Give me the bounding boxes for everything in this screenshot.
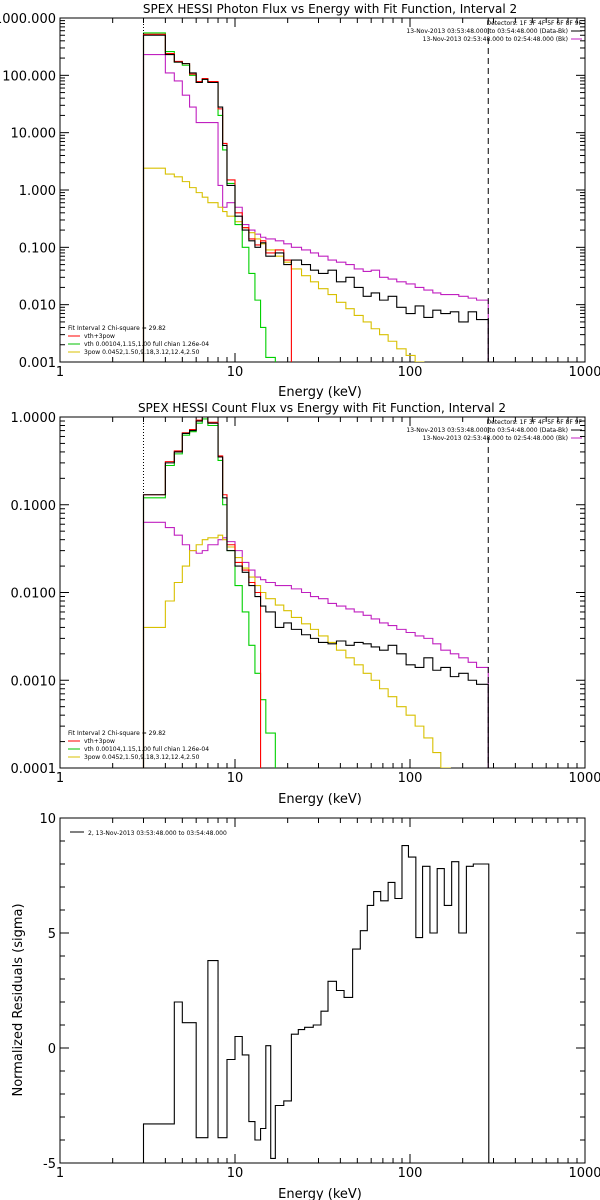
x-tick-label: 10: [227, 365, 244, 380]
y-tick-label: 0.100: [19, 241, 56, 256]
photon-header-legend-1: 13-Nov-2013 03:53:48.000 to 03:54:48.000…: [406, 28, 568, 35]
count-header-legend-1: 13-Nov-2013 03:53:48.000 to 03:54:48.000…: [406, 427, 568, 434]
x-tick-label: 1: [56, 1166, 64, 1181]
y-tick-label: 0.010: [19, 299, 56, 314]
y-tick-label: 10.000: [11, 127, 57, 142]
x-tick-label: 1: [56, 365, 64, 380]
count-header-legend-2: 13-Nov-2013 02:53:48.000 to 02:54:48.000…: [423, 435, 568, 442]
photon-fit-legend-2: vth 0.00104,1.15,1.00 full chian 1.26e-0…: [84, 341, 209, 348]
x-tick-label: 1000: [568, 771, 600, 786]
y-tick-label: 1.000: [19, 184, 56, 199]
count-fit-legend-3: 3pow 0.0452,1.50,9.18,3.12,12.4,2.50: [84, 754, 200, 761]
plot-frame: [59, 17, 586, 363]
series-vth3pow-line: [142, 33, 292, 362]
count-flux-xlabel: Energy (keV): [278, 792, 362, 807]
x-tick-label: 1000: [568, 365, 600, 380]
y-tick-label: 10: [39, 812, 56, 827]
y-tick-label: 1000.000: [0, 12, 56, 27]
count-fit-legend-0: Fit Interval 2 Chi-square = 29.82: [68, 730, 166, 737]
count-fit-legend-2: vth 0.00104,1.15,1.00 full chian 1.26e-0…: [84, 746, 209, 753]
y-tick-label: 0.001: [19, 356, 56, 371]
y-tick-label: 0.0100: [11, 587, 57, 602]
x-tick-label: 100: [398, 1166, 423, 1181]
x-tick-label: 10: [227, 771, 244, 786]
count-flux-title: SPEX HESSI Count Flux vs Energy with Fit…: [138, 401, 506, 415]
residuals-xlabel: Energy (keV): [278, 1187, 362, 1200]
photon-fit-legend-0: Fit Interval 2 Chi-square = 29.82: [68, 325, 166, 332]
series-residuals-line: [142, 845, 490, 1163]
x-tick-label: 1000: [568, 1166, 600, 1181]
residuals-ylabel: Normalized Residuals (sigma): [11, 903, 26, 1096]
residuals-legend-0: 2, 13-Nov-2013 03:53:48.000 to 03:54:48.…: [88, 830, 227, 837]
series-data-line: [142, 417, 489, 768]
series-bk-line: [142, 54, 489, 362]
photon-flux-xlabel: Energy (keV): [278, 385, 362, 400]
series-pow3-line: [142, 534, 451, 768]
photon-fit-legend-3: 3pow 0.0452,1.50,9.18,3.12,12.4,2.50: [84, 349, 200, 356]
x-tick-label: 100: [398, 365, 423, 380]
series-pow3-line: [142, 167, 425, 362]
y-tick-label: 0: [48, 1042, 56, 1057]
y-tick-label: 100.000: [2, 69, 56, 84]
photon-flux-title: SPEX HESSI Photon Flux vs Energy with Fi…: [143, 2, 517, 16]
y-tick-label: 0.1000: [11, 499, 57, 514]
photon-header-legend-2: 13-Nov-2013 02:53:48.000 to 02:54:48.000…: [423, 36, 568, 43]
count-fit-legend-1: vth+3pow: [84, 738, 115, 745]
y-tick-label: -5: [43, 1157, 56, 1172]
x-tick-label: 10: [227, 1166, 244, 1181]
plot-frame: [59, 416, 586, 769]
photon-flux-panel: SPEX HESSI Photon Flux vs Energy with Fi…: [0, 2, 600, 400]
count-header-legend-0: Detectors: 1F 3F 4F 5F 6F 8F 9F: [486, 419, 582, 426]
residuals-panel: Energy (keV) Normalized Residuals (sigma…: [11, 812, 600, 1200]
series-bk-line: [142, 521, 489, 768]
x-tick-label: 1: [56, 771, 64, 786]
x-tick-label: 100: [398, 771, 423, 786]
y-tick-label: 0.0001: [11, 762, 57, 777]
series-data-line: [142, 34, 489, 362]
series-vth3pow-line: [142, 417, 262, 768]
plot-frame: [59, 817, 586, 1164]
y-tick-label: 1.0000: [11, 411, 57, 426]
photon-header-legend-0: Detectors: 1F 3F 4F 5F 6F 8F 9F: [486, 20, 582, 27]
y-tick-label: 5: [48, 927, 56, 942]
count-flux-panel: SPEX HESSI Count Flux vs Energy with Fit…: [11, 401, 600, 807]
photon-fit-legend-1: vth+3pow: [84, 333, 115, 340]
y-tick-label: 0.0010: [11, 674, 57, 689]
